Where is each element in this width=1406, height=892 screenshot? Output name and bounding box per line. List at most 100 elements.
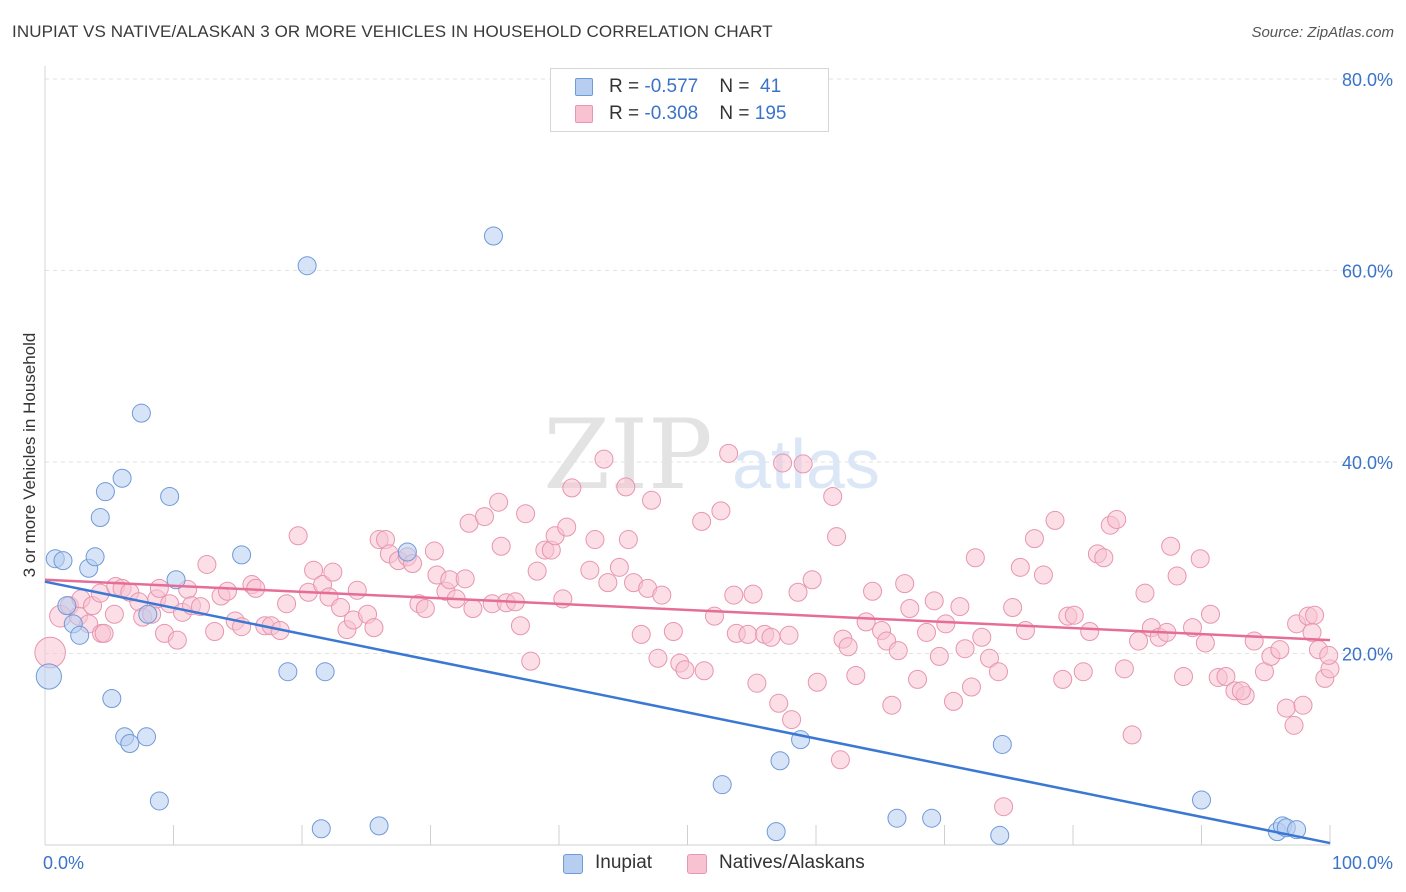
natives-alaskans-point <box>364 618 384 638</box>
natives-alaskans-point <box>943 691 963 711</box>
inupiat-point <box>53 551 73 571</box>
legend-n-value-natives: 195 <box>754 103 787 124</box>
inupiat-point <box>90 508 110 528</box>
natives-alaskans-point <box>167 630 187 650</box>
natives-alaskans-point <box>304 560 324 580</box>
inupiat-point <box>70 625 90 645</box>
bottom-legend-label-inupiat: Inupiat <box>595 852 653 873</box>
natives-alaskans-point <box>652 585 672 605</box>
natives-alaskans-point <box>846 666 866 686</box>
natives-alaskans-point <box>510 616 530 636</box>
natives-alaskans-point <box>1080 621 1100 641</box>
natives-alaskans-point <box>190 597 210 617</box>
y-tick-label: 40.0% <box>1342 453 1393 473</box>
y-tick-label: 20.0% <box>1342 645 1393 665</box>
x-tick-label-max: 100.0% <box>1332 853 1393 873</box>
legend-swatch-inupiat <box>575 78 593 96</box>
natives-alaskans-point <box>779 625 799 645</box>
natives-alaskans-point <box>598 573 618 593</box>
source-label: Source: ZipAtlas.com <box>1251 24 1394 41</box>
inupiat-point <box>369 816 389 836</box>
natives-alaskans-point <box>1190 549 1210 569</box>
inupiat-point <box>311 819 331 839</box>
natives-alaskans-point <box>1053 669 1073 689</box>
natives-alaskans-point <box>631 624 651 644</box>
gridlines <box>45 78 1393 654</box>
natives-alaskans-point <box>692 511 712 531</box>
legend-r-label: R = <box>609 76 645 97</box>
legend-r-label: R = <box>609 103 645 124</box>
natives-alaskans-point <box>1045 510 1065 530</box>
natives-alaskans-point <box>675 660 695 680</box>
natives-alaskans-point <box>205 621 225 641</box>
legend-r-value-natives: -0.308 <box>644 103 699 124</box>
natives-alaskans-point <box>415 598 435 618</box>
inupiat-point <box>138 604 158 624</box>
natives-alaskans-point <box>773 453 793 473</box>
natives-alaskans-point <box>331 598 351 618</box>
natives-alaskans-point <box>838 637 858 657</box>
natives-alaskans-point <box>747 673 767 693</box>
inupiat-point <box>992 734 1012 754</box>
natives-alaskans-point <box>782 710 802 730</box>
natives-alaskans-point <box>521 651 541 671</box>
inupiat-point <box>770 751 790 771</box>
inupiat-point <box>102 689 122 709</box>
inupiat-point <box>137 727 157 747</box>
natives-alaskans-point <box>463 598 483 618</box>
natives-alaskans-point <box>823 486 843 506</box>
inupiat-point <box>483 226 503 246</box>
natives-alaskans-point <box>1033 565 1053 585</box>
natives-alaskans-point <box>961 677 981 697</box>
natives-alaskans-point <box>1010 557 1030 577</box>
natives-alaskans-point <box>788 582 808 602</box>
natives-alaskans-point <box>965 548 985 568</box>
inupiat-point <box>166 570 186 590</box>
natives-alaskans-point <box>908 669 928 689</box>
x-tick-label-min: 0.0% <box>43 853 84 873</box>
natives-alaskans-point <box>648 648 668 668</box>
natives-alaskans-point <box>743 584 763 604</box>
natives-alaskans-points <box>34 443 1340 817</box>
inupiat-point <box>35 663 62 690</box>
natives-alaskans-point <box>924 591 944 611</box>
natives-alaskans-point <box>1319 645 1339 665</box>
natives-alaskans-point <box>34 636 66 669</box>
natives-alaskans-point <box>793 454 813 474</box>
natives-alaskans-point <box>609 557 629 577</box>
inupiat-point <box>112 468 132 488</box>
natives-alaskans-point <box>738 624 758 644</box>
inupiat-point <box>766 822 786 842</box>
natives-alaskans-point <box>719 443 739 463</box>
natives-alaskans-point <box>618 530 638 550</box>
inupiat-point <box>922 808 942 828</box>
natives-alaskans-point <box>527 561 547 581</box>
natives-alaskans-point <box>955 639 975 659</box>
natives-alaskans-point <box>424 541 444 561</box>
natives-alaskans-point <box>277 594 297 614</box>
natives-alaskans-point <box>994 797 1014 817</box>
legend-r-value-inupiat: -0.577 <box>644 76 699 97</box>
legend-swatch-natives <box>575 105 593 123</box>
natives-alaskans-point <box>455 569 475 589</box>
natives-alaskans-point <box>1200 604 1220 624</box>
natives-alaskans-point <box>489 492 509 512</box>
inupiat-point <box>297 256 317 276</box>
natives-alaskans-point <box>827 527 847 547</box>
natives-alaskans-point <box>1024 529 1044 549</box>
natives-alaskans-point <box>1094 548 1114 568</box>
natives-alaskans-point <box>694 661 714 681</box>
natives-alaskans-point <box>1216 666 1236 686</box>
natives-alaskans-point <box>979 648 999 668</box>
natives-alaskans-point <box>642 490 662 510</box>
inupiat-point <box>1192 790 1211 810</box>
bottom-legend-label-natives: Natives/Alaskans <box>719 852 865 873</box>
natives-alaskans-point <box>950 597 970 617</box>
x-axis: 0.0% 100.0% <box>43 825 1393 873</box>
natives-alaskans-point <box>769 693 789 713</box>
natives-alaskans-point <box>1183 618 1203 638</box>
inupiat-point <box>712 775 732 795</box>
natives-alaskans-trendline <box>44 578 1331 642</box>
natives-alaskans-point <box>1305 605 1325 625</box>
